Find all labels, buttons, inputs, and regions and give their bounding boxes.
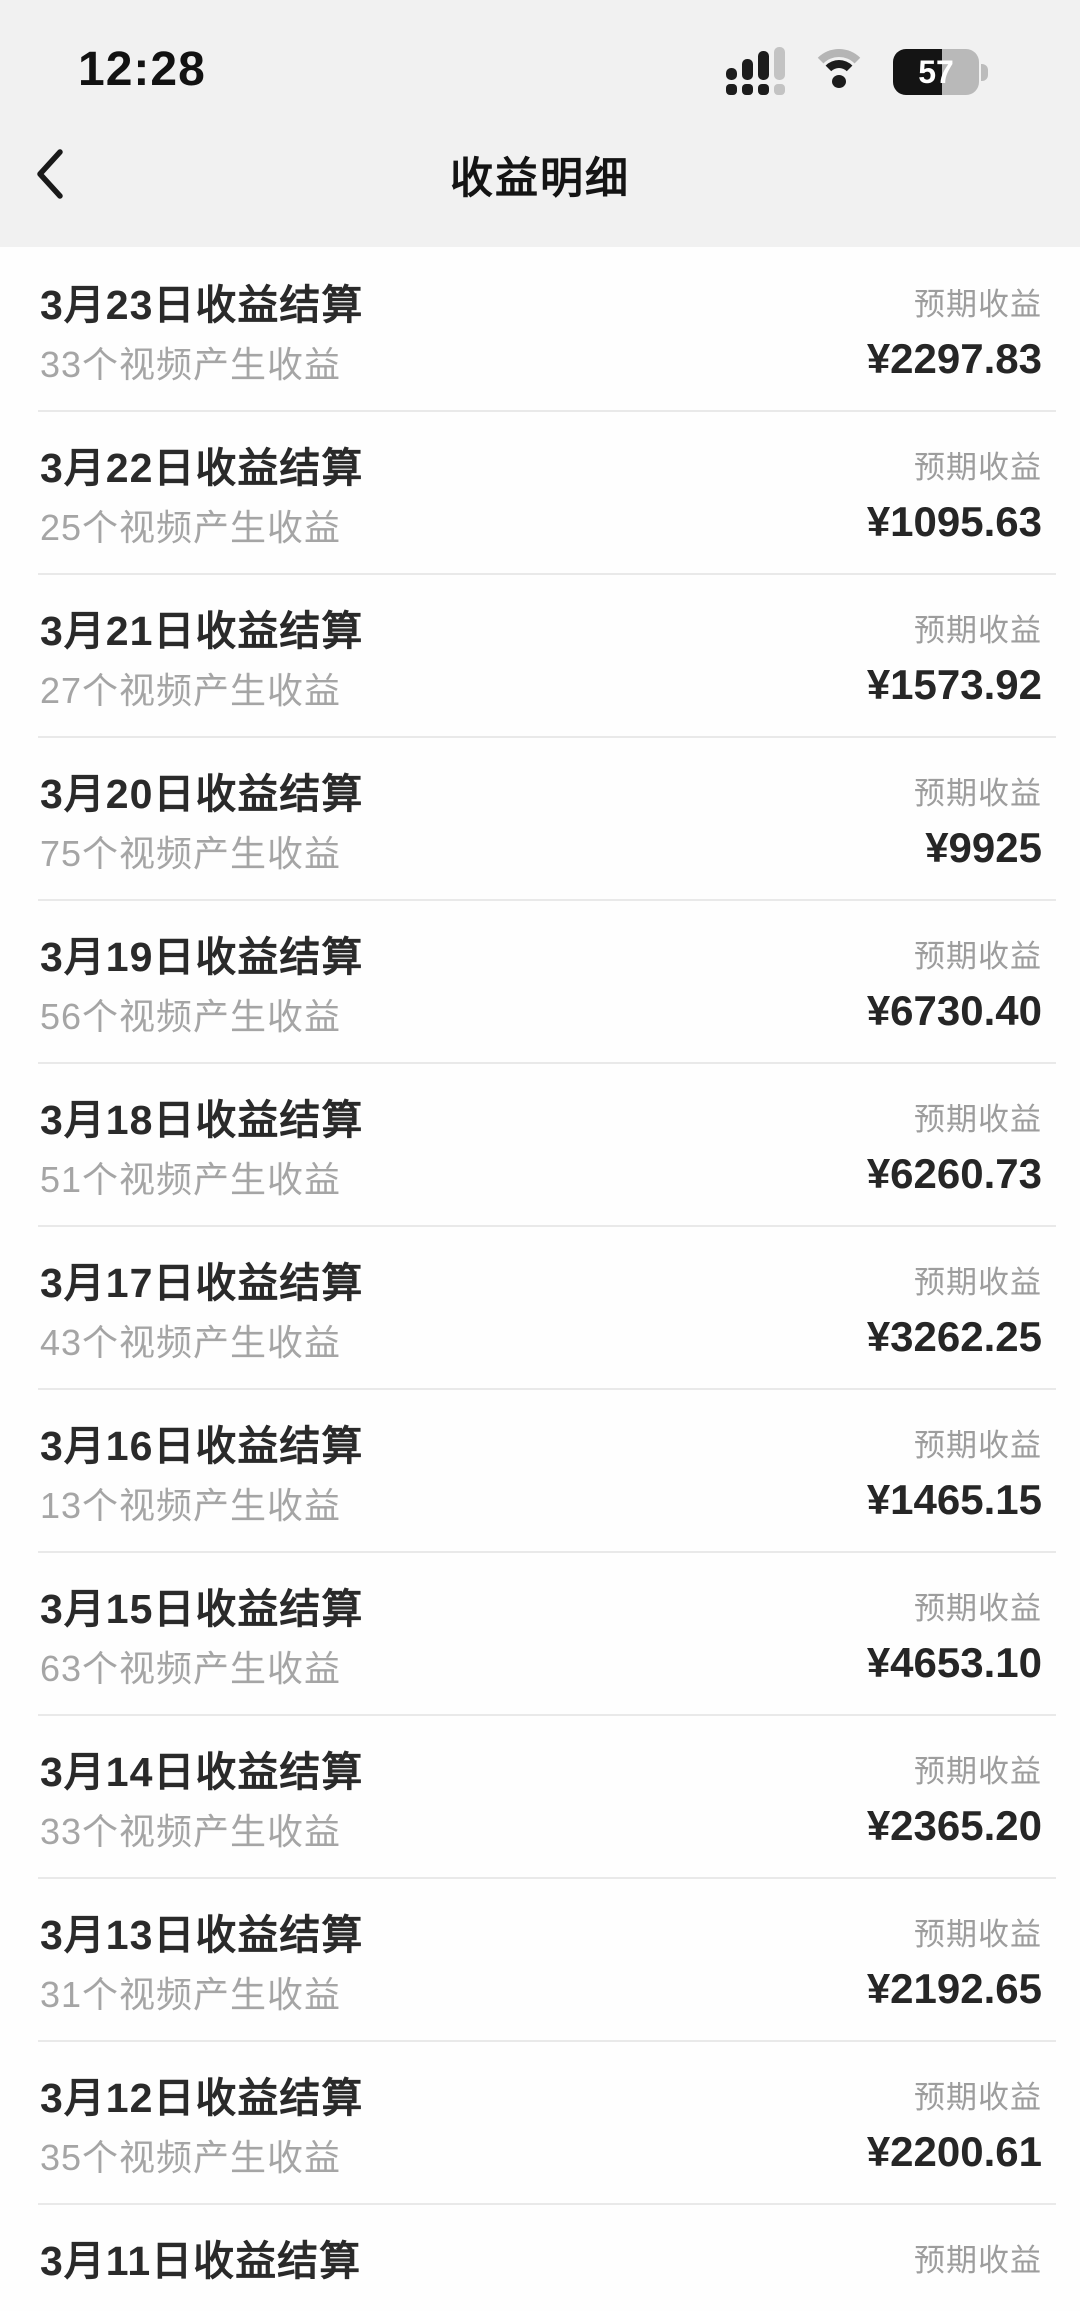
video-count-subtitle: 27个视频产生收益 (40, 670, 342, 711)
expected-income-label: 预期收益 (914, 613, 1042, 648)
settlement-date-title: 3月15日收益结算 (40, 1586, 364, 1632)
status-icons: 57 (726, 47, 988, 97)
video-count-subtitle: 43个视频产生收益 (40, 1322, 342, 1363)
expected-income-value: ¥2297.83 (866, 335, 1042, 382)
income-row: 3月19日收益结算 56个视频产生收益 预期收益 ¥6730.40 (0, 899, 1080, 1062)
settlement-date-title: 3月21日收益结算 (40, 608, 364, 654)
expected-income-label: 预期收益 (914, 1917, 1042, 1952)
back-button[interactable] (22, 140, 78, 210)
income-row: 3月13日收益结算 31个视频产生收益 预期收益 ¥2192.65 (0, 1877, 1080, 2040)
battery-icon: 57 (893, 49, 988, 95)
video-count-subtitle: 63个视频产生收益 (40, 1648, 342, 1689)
video-count-subtitle: 56个视频产生收益 (40, 996, 342, 1037)
expected-income-label: 预期收益 (914, 1265, 1042, 1300)
expected-income-value: ¥2365.20 (866, 1802, 1042, 1849)
video-count-subtitle: 35个视频产生收益 (40, 2137, 342, 2178)
income-row: 3月20日收益结算 75个视频产生收益 预期收益 ¥9925 (0, 736, 1080, 899)
expected-income-value: ¥2192.65 (866, 1965, 1042, 2012)
income-row: 3月23日收益结算 33个视频产生收益 预期收益 ¥2297.83 (0, 247, 1080, 410)
expected-income-label: 预期收益 (914, 939, 1042, 974)
income-row: 3月22日收益结算 25个视频产生收益 预期收益 ¥1095.63 (0, 410, 1080, 573)
expected-income-value: ¥1465.15 (866, 1476, 1042, 1523)
expected-income-label: 预期收益 (914, 287, 1042, 322)
income-row: 3月16日收益结算 13个视频产生收益 预期收益 ¥1465.15 (0, 1388, 1080, 1551)
video-count-subtitle: 13个视频产生收益 (40, 1485, 342, 1526)
settlement-date-title: 3月23日收益结算 (40, 282, 364, 328)
expected-income-label: 预期收益 (914, 450, 1042, 485)
header: 12:28 57 (0, 0, 1080, 247)
wifi-icon (809, 49, 869, 95)
expected-income-value: ¥3262.25 (866, 1313, 1042, 1360)
battery-percent: 57 (918, 53, 954, 90)
settlement-date-title: 3月22日收益结算 (40, 445, 364, 491)
expected-income-value: ¥4653.10 (866, 1639, 1042, 1686)
settlement-date-title: 3月13日收益结算 (40, 1912, 364, 1958)
settlement-date-title: 3月16日收益结算 (40, 1423, 364, 1469)
status-bar: 12:28 57 (0, 0, 1080, 103)
chevron-left-icon (35, 147, 65, 204)
expected-income-value: ¥1095.63 (866, 498, 1042, 545)
expected-income-value: ¥2200.61 (866, 2128, 1042, 2175)
income-row: 3月15日收益结算 63个视频产生收益 预期收益 ¥4653.10 (0, 1551, 1080, 1714)
status-time: 12:28 (78, 43, 206, 96)
expected-income-value: ¥1573.92 (866, 661, 1042, 708)
settlement-list[interactable]: 3月23日收益结算 33个视频产生收益 预期收益 ¥2297.83 3月22日收… (0, 247, 1080, 2311)
expected-income-label: 预期收益 (914, 1428, 1042, 1463)
video-count-subtitle: 51个视频产生收益 (40, 1159, 342, 1200)
nav-bar: 收益明细 (0, 103, 1080, 247)
income-row: 3月14日收益结算 33个视频产生收益 预期收益 ¥2365.20 (0, 1714, 1080, 1877)
settlement-date-title: 3月11日收益结算 (40, 2238, 362, 2284)
expected-income-label: 预期收益 (914, 2243, 1042, 2278)
income-row: 3月18日收益结算 51个视频产生收益 预期收益 ¥6260.73 (0, 1062, 1080, 1225)
cellular-signal-icon (726, 47, 785, 95)
income-row: 3月21日收益结算 27个视频产生收益 预期收益 ¥1573.92 (0, 573, 1080, 736)
settlement-date-title: 3月20日收益结算 (40, 771, 364, 817)
expected-income-label: 预期收益 (914, 1754, 1042, 1789)
video-count-subtitle: 25个视频产生收益 (40, 507, 342, 548)
expected-income-label: 预期收益 (914, 776, 1042, 811)
video-count-subtitle: 75个视频产生收益 (40, 833, 342, 874)
expected-income-value: ¥6730.40 (866, 987, 1042, 1034)
income-row: 3月17日收益结算 43个视频产生收益 预期收益 ¥3262.25 (0, 1225, 1080, 1388)
page-title: 收益明细 (450, 155, 630, 203)
expected-income-label: 预期收益 (914, 2080, 1042, 2115)
settlement-date-title: 3月19日收益结算 (40, 934, 364, 980)
income-row: 3月12日收益结算 35个视频产生收益 预期收益 ¥2200.61 (0, 2040, 1080, 2203)
video-count-subtitle: 33个视频产生收益 (40, 344, 342, 385)
settlement-date-title: 3月17日收益结算 (40, 1260, 364, 1306)
settlement-date-title: 3月12日收益结算 (40, 2075, 364, 2121)
settlement-date-title: 3月18日收益结算 (40, 1097, 364, 1143)
expected-income-value: ¥9925 (925, 824, 1042, 871)
expected-income-label: 预期收益 (914, 1102, 1042, 1137)
income-row: 3月11日收益结算 预期收益 (0, 2203, 1080, 2311)
expected-income-label: 预期收益 (914, 1591, 1042, 1626)
video-count-subtitle: 31个视频产生收益 (40, 1974, 342, 2015)
settlement-date-title: 3月14日收益结算 (40, 1749, 364, 1795)
expected-income-value: ¥6260.73 (866, 1150, 1042, 1197)
video-count-subtitle: 33个视频产生收益 (40, 1811, 342, 1852)
